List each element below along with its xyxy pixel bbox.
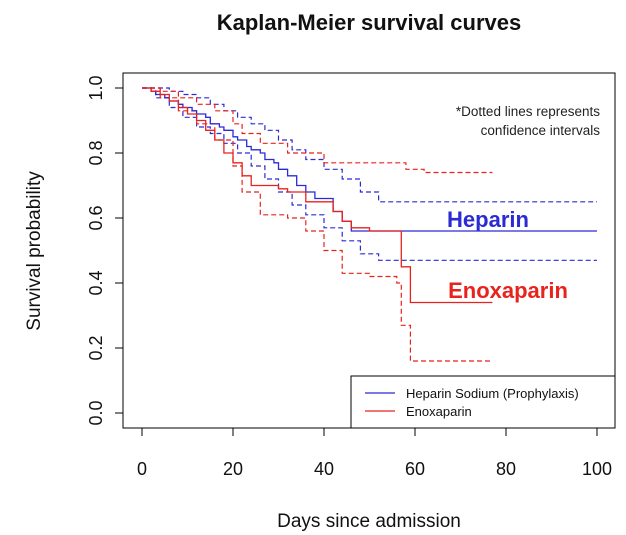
y-tick-label: 1.0 — [86, 75, 106, 100]
enoxaparin-survival-curve — [142, 87, 493, 304]
chart-title: Kaplan-Meier survival curves — [217, 10, 521, 35]
heparin-inline-label: Heparin — [447, 207, 529, 232]
y-tick-label: 0.8 — [86, 140, 106, 165]
x-tick-label: 20 — [223, 459, 243, 479]
x-tick-label: 40 — [314, 459, 334, 479]
heparin-ci-lower — [142, 87, 597, 261]
heparin-ci-upper — [142, 87, 597, 203]
x-tick-label: 60 — [405, 459, 425, 479]
x-tick-label: 0 — [137, 459, 147, 479]
legend: Heparin Sodium (Prophylaxis) Enoxaparin — [350, 375, 616, 429]
x-axis: 0 20 40 60 80 100 — [137, 427, 612, 479]
note-line-2: confidence intervals — [481, 123, 601, 138]
x-tick-label: 100 — [582, 459, 612, 479]
legend-box — [350, 375, 616, 429]
x-tick-label: 80 — [496, 459, 516, 479]
y-tick-label: 0.4 — [86, 270, 106, 295]
enoxaparin-inline-label: Enoxaparin — [448, 278, 568, 303]
y-tick-label: 0.6 — [86, 205, 106, 230]
series-layer — [142, 87, 597, 362]
y-axis-label: Survival probability — [24, 171, 45, 331]
enoxaparin-ci-upper — [142, 87, 493, 174]
legend-label-heparin: Heparin Sodium (Prophylaxis) — [406, 386, 579, 401]
y-axis: 0.0 0.2 0.4 0.6 0.8 1.0 — [86, 75, 124, 426]
legend-label-enoxaparin: Enoxaparin — [406, 404, 472, 419]
enoxaparin-ci-lower — [142, 87, 493, 362]
note-line-1: *Dotted lines represents — [456, 104, 600, 119]
y-tick-label: 0.0 — [86, 400, 106, 425]
x-axis-label: Days since admission — [277, 511, 461, 532]
y-tick-label: 0.2 — [86, 335, 106, 360]
